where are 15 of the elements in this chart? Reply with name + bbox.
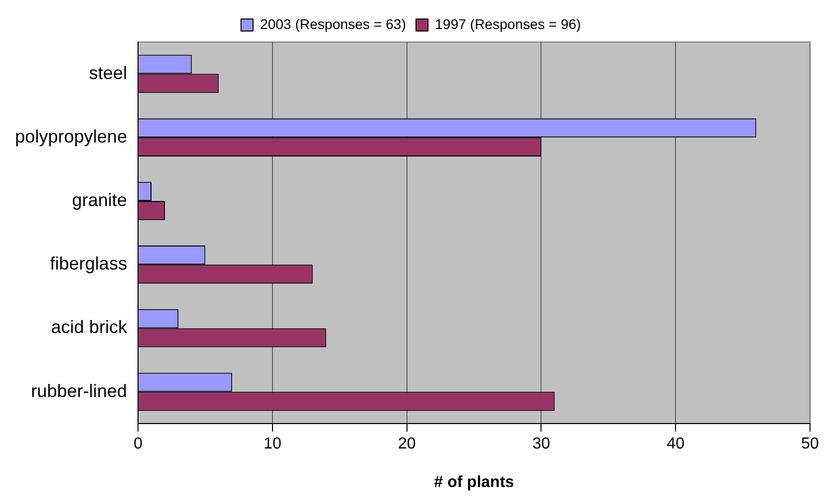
- y-tick-label: granite: [72, 190, 128, 210]
- x-tick-label: 0: [134, 436, 143, 453]
- y-tick-label: fiberglass: [50, 254, 128, 274]
- legend-label: 1997 (Responses = 96): [435, 16, 581, 32]
- x-tick-label: 50: [801, 436, 819, 453]
- legend-label: 2003 (Responses = 63): [260, 16, 406, 32]
- y-tick-label: steel: [89, 62, 128, 83]
- y-tick-label: polypropylene: [15, 126, 128, 146]
- x-tick-label: 10: [264, 436, 282, 453]
- x-tick-label: 30: [532, 436, 550, 453]
- x-tick-label: 20: [398, 436, 416, 453]
- y-tick-label: rubber-lined: [31, 380, 128, 401]
- x-axis-title: # of plants: [434, 474, 514, 491]
- y-tick-label: acid brick: [51, 317, 128, 338]
- x-tick-label: 40: [666, 436, 685, 453]
